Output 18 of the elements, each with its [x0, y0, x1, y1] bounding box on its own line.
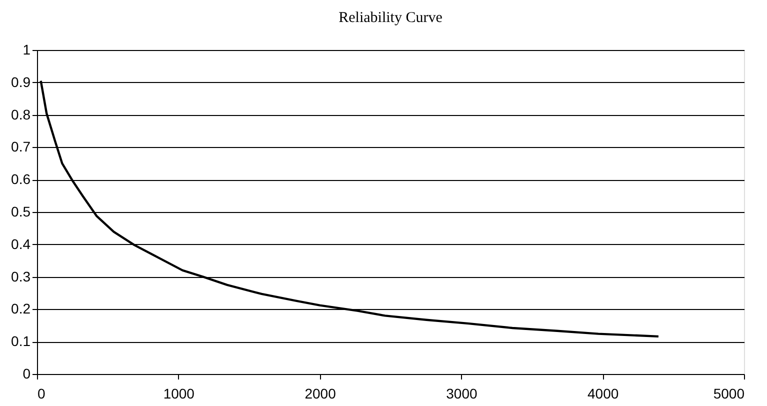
- x-tick-label: 5000: [713, 386, 745, 402]
- x-tick-label: 2000: [304, 386, 336, 402]
- y-tick-label: 1: [22, 42, 31, 58]
- x-tick-label: 4000: [588, 386, 619, 402]
- y-tick-label: 0.4: [11, 236, 31, 252]
- chart-title: Reliability Curve: [338, 10, 443, 26]
- x-tick-label: 1000: [163, 386, 195, 402]
- y-tick-label: 0.2: [11, 300, 31, 317]
- y-tick-label: 0.1: [11, 333, 31, 350]
- y-tick-label: 0: [22, 366, 31, 382]
- y-tick-label: 0.9: [11, 74, 31, 90]
- y-tick-label: 0.7: [11, 138, 31, 155]
- x-tick-label: 3000: [446, 386, 478, 402]
- y-tick-label: 0.5: [11, 204, 31, 220]
- x-tick-label: 0: [38, 386, 46, 402]
- y-tick-label: 0.6: [11, 171, 31, 188]
- y-tick-label: 0.3: [11, 268, 31, 284]
- y-tick-label: 0.8: [11, 106, 31, 122]
